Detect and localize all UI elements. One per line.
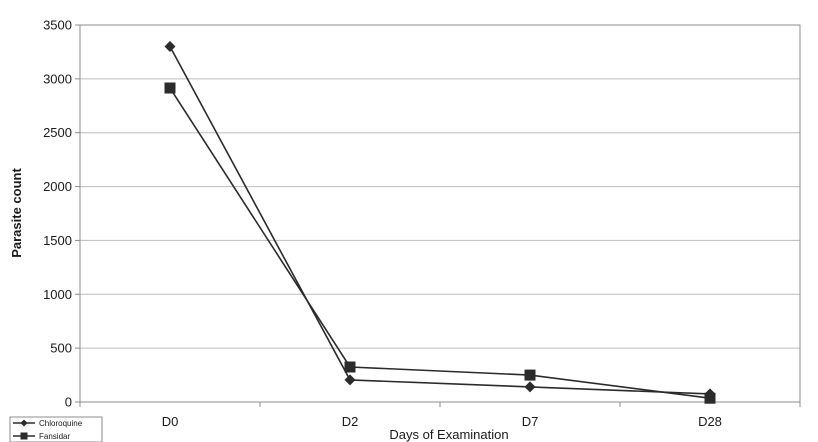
fansidar-point bbox=[164, 82, 176, 94]
fansidar-point bbox=[524, 369, 536, 381]
gridlines bbox=[75, 24, 800, 403]
y-tick-label: 0 bbox=[65, 395, 72, 410]
legend-item-chloroquine: Chloroquine bbox=[13, 419, 83, 428]
chloroquine-point bbox=[524, 381, 536, 393]
fansidar-point bbox=[344, 361, 356, 373]
x-tick-label: D7 bbox=[522, 414, 539, 429]
legend-item-fansidar: Fansidar bbox=[13, 432, 70, 441]
chloroquine-point bbox=[164, 41, 176, 53]
series-markers bbox=[164, 41, 716, 404]
chloroquine-line bbox=[169, 46, 711, 395]
y-axis-title: Parasite count bbox=[9, 168, 24, 258]
y-tick-label: 3000 bbox=[43, 71, 72, 86]
legend-marker bbox=[20, 432, 28, 440]
y-tick-label: 3500 bbox=[43, 18, 72, 33]
x-tick-labels: D0 D2 D7 D28 bbox=[162, 414, 722, 429]
chloroquine-point bbox=[344, 374, 356, 386]
y-tick-labels: 0 500 1000 1500 2000 2500 3000 3500 bbox=[43, 18, 72, 410]
y-tick-label: 2000 bbox=[43, 179, 72, 194]
legend-marker bbox=[20, 419, 28, 427]
x-tick-label: D2 bbox=[342, 414, 359, 429]
series-lines bbox=[169, 46, 711, 400]
y-tick-label: 2500 bbox=[43, 125, 72, 140]
legend-label: Chloroquine bbox=[39, 419, 83, 428]
y-tick-label: 1000 bbox=[43, 287, 72, 302]
fansidar-line bbox=[169, 87, 711, 400]
x-tick-label: D0 bbox=[162, 414, 179, 429]
y-tick-label: 500 bbox=[50, 341, 72, 356]
legend: Chloroquine Fansidar bbox=[9, 416, 103, 442]
x-tick-label: D28 bbox=[698, 414, 722, 429]
x-axis-title: Days of Examination bbox=[389, 427, 508, 442]
fansidar-point bbox=[704, 392, 716, 404]
x-tick-marks bbox=[79, 402, 801, 407]
y-tick-label: 1500 bbox=[43, 233, 72, 248]
legend-label: Fansidar bbox=[39, 432, 70, 441]
